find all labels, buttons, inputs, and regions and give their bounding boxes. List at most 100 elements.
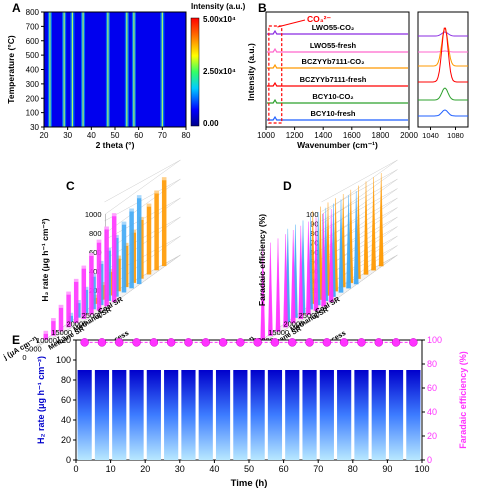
rate-bar (146, 203, 152, 275)
x-tick-label: 50 (244, 464, 254, 474)
x-tick-label: 20 (40, 131, 49, 140)
fe-marker (97, 338, 107, 347)
x-tick-label: 70 (158, 131, 167, 140)
y-tick-label: 0 (66, 455, 71, 465)
z-gridline (322, 254, 398, 310)
rate-bar (129, 370, 144, 460)
rate-bar (111, 213, 117, 303)
y2-tick-label: 80 (427, 359, 437, 369)
heatmap-peak-line (107, 12, 109, 127)
annotation-label: CO₃²⁻ (307, 14, 332, 24)
rate-bar (164, 370, 179, 460)
rate-bar (89, 252, 94, 315)
rate-bar (161, 177, 167, 267)
heatmap-peak-line (63, 12, 65, 127)
j-tick-label: 20000 (66, 319, 87, 328)
inset-frame (417, 11, 469, 128)
rate-bar (354, 370, 369, 460)
x-tick-label: 100 (414, 464, 429, 474)
rate-bar-cap (154, 190, 159, 194)
z-tick-label: 70 (310, 239, 318, 248)
j-tick-label: 20000 (283, 319, 304, 328)
rate-bar (267, 370, 283, 460)
rate-bar (77, 370, 92, 460)
y-tick-label: 100 (26, 109, 40, 118)
panel-d: D010203040506070809010025000200001500010… (218, 159, 398, 362)
colorbar-tick-label: 2.50x10⁴ (203, 67, 236, 76)
z-gridline (105, 159, 181, 215)
y-tick-label: 200 (26, 94, 40, 103)
panel-b: B 1000 1200 1400 1600 1800 2000 Wavenumber (cm⁻… (246, 1, 469, 150)
rate-bar (104, 226, 109, 307)
inset-spectrum-line (418, 27, 468, 83)
rate-bar (136, 195, 142, 285)
spectrum-line (267, 63, 408, 69)
x-axis-label: Time (h) (231, 478, 268, 489)
inset-x-tick-label: 1040 (422, 131, 439, 140)
z-tick-label: 600 (89, 248, 102, 257)
fe-cone (268, 242, 273, 336)
panel-label-a: A (12, 1, 21, 15)
y-tick-label: 300 (26, 80, 40, 89)
y-tick-label: 40 (61, 415, 71, 425)
fe-cone (338, 199, 344, 293)
series-label: LWO55-CO₂ (312, 23, 355, 32)
rate-bar-cap (104, 226, 109, 230)
rate-bar (66, 291, 71, 328)
fe-cone (283, 234, 288, 328)
fe-marker (184, 338, 193, 347)
x-tick-label: 1400 (314, 131, 332, 140)
fe-marker (253, 338, 262, 347)
heatmap-peak-line (49, 12, 51, 127)
colorbar (190, 17, 200, 127)
x-tick-label: 1800 (372, 131, 390, 140)
rate-bar (73, 278, 79, 324)
z-gridline (321, 178, 398, 222)
j-tick-label: 15000 (268, 328, 289, 337)
series-label: BCZYYb7111-fresh (300, 75, 367, 84)
z-gridline (104, 159, 181, 203)
z-gridline (322, 169, 398, 224)
y-axis-label: H₂ rate (μg h⁻¹ cm⁻²) (36, 356, 46, 444)
fe-marker (236, 338, 245, 347)
z-tick-label: 400 (89, 267, 102, 276)
rate-bar (406, 370, 421, 460)
x-tick-label: 60 (279, 464, 289, 474)
fe-cone (306, 221, 311, 315)
fe-marker (288, 338, 297, 347)
panel-label-e: E (12, 333, 20, 347)
y-tick-label: 30 (30, 123, 39, 132)
y2-tick-label: 20 (427, 431, 437, 441)
j-tick-label: 25000 (82, 311, 103, 320)
heatmap-peak-line (71, 12, 73, 127)
x-tick-label: 2000 (400, 131, 418, 140)
rate-bar (319, 370, 334, 460)
x-tick-label: 90 (382, 464, 392, 474)
y2-tick-label: 60 (427, 383, 437, 393)
rate-bar (154, 190, 159, 271)
rate-bar (94, 370, 110, 460)
z-gridline (321, 188, 398, 231)
z-tick-label: 800 (89, 229, 102, 238)
x-tick-label: 1200 (286, 131, 304, 140)
y2-tick-label: 0 (427, 455, 432, 465)
inset-spectrum-line (418, 109, 468, 117)
rate-bar (371, 370, 386, 460)
rate-bar (215, 370, 231, 460)
rate-bar-cap (89, 252, 94, 256)
z-tick-label: 100 (306, 210, 319, 219)
z-gridline (105, 254, 181, 310)
rate-bar-cap (58, 304, 64, 308)
rate-bar-cap (66, 291, 71, 295)
plot-frame-e (75, 339, 423, 461)
rate-bar (181, 370, 196, 460)
rate-bar-cap (51, 318, 56, 322)
series-label: BCZYYb7111-CO₂ (302, 57, 365, 66)
rate-bar-cap (111, 213, 117, 217)
z-gridline (104, 178, 181, 222)
z-axis-label: Faradaic efficiency (%) (257, 214, 267, 306)
fe-cone (371, 177, 376, 271)
spectrum-line (267, 81, 408, 87)
y-tick-label: 600 (26, 37, 40, 46)
